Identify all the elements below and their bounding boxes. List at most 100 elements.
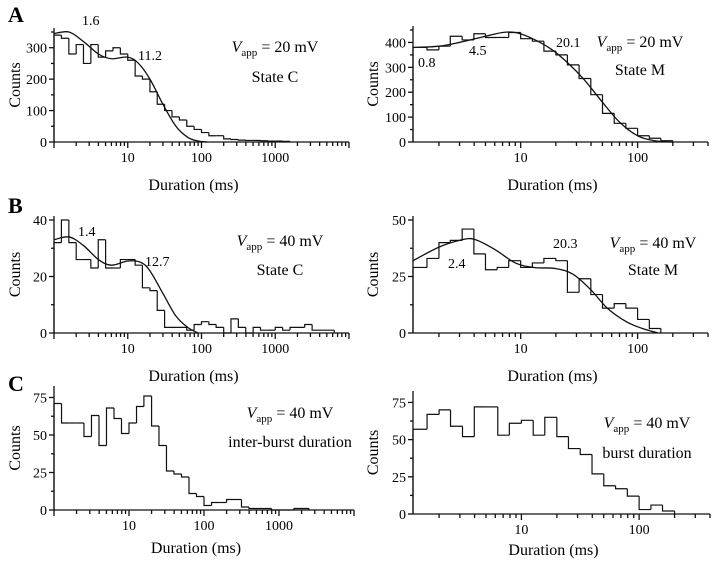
- fit-curve: [53, 31, 208, 143]
- histogram-bin: [648, 135, 661, 139]
- histogram-bin: [203, 496, 212, 507]
- histogram-bin: [200, 129, 209, 134]
- y-axis-label: Counts: [7, 425, 24, 470]
- y-tick-label: 75: [33, 392, 47, 407]
- peak-annotation: 20.1: [556, 36, 581, 51]
- y-tick-label: 50: [392, 434, 406, 449]
- histogram-bin: [119, 47, 128, 55]
- histogram-bin: [259, 327, 268, 331]
- histogram-bin: [461, 228, 474, 241]
- state-label: burst duration: [602, 445, 691, 462]
- y-tick-label: 0: [399, 508, 406, 523]
- histogram: [412, 406, 676, 514]
- histogram-bin: [304, 323, 313, 328]
- histogram-bin: [150, 396, 159, 427]
- histogram-bin: [143, 395, 152, 407]
- histogram-bin: [141, 265, 150, 289]
- histogram-bin: [215, 324, 224, 328]
- histogram-bin: [193, 126, 202, 131]
- histogram-bin: [311, 324, 335, 331]
- peak-annotation: 2.4: [448, 257, 466, 272]
- peak-annotation: 0.8: [418, 56, 436, 71]
- x-tick-label: 10: [121, 342, 135, 357]
- histogram-bin: [508, 260, 521, 268]
- chart-a-right: 0 100 200 300 400 10 100 Duration (ms) Counts 0.8…: [365, 26, 709, 194]
- histogram: [53, 395, 310, 511]
- histogram-bin: [591, 454, 604, 475]
- y-tick-label: 0: [399, 136, 406, 151]
- histogram-bin: [248, 507, 257, 510]
- histogram-bin: [60, 219, 69, 243]
- histogram-bin: [508, 422, 522, 436]
- histogram-bin: [68, 38, 77, 55]
- histogram-bin: [208, 132, 217, 137]
- histogram-bin: [601, 94, 615, 114]
- histogram-bin: [90, 414, 99, 437]
- x-axis-label: Duration (ms): [507, 177, 597, 194]
- histogram-bin: [473, 229, 486, 255]
- y-tick-label: 100: [26, 105, 47, 120]
- histogram-bin: [438, 242, 451, 259]
- histogram-bin: [412, 266, 427, 333]
- x-tick-label: 100: [627, 151, 648, 166]
- condition-subscript: app: [606, 42, 622, 54]
- histogram-bin: [83, 423, 92, 438]
- x-tick-label: 100: [627, 342, 648, 357]
- condition-subscript: app: [619, 243, 635, 255]
- condition-subscript: app: [256, 413, 272, 425]
- histogram-bin: [186, 120, 195, 127]
- histogram-bin: [625, 303, 638, 309]
- histogram-bin: [128, 422, 137, 434]
- histogram-bin: [225, 498, 234, 503]
- y-tick-label: 400: [385, 36, 406, 51]
- condition-variable: V: [604, 415, 616, 432]
- histogram-bin: [90, 43, 99, 64]
- histogram-bin: [134, 60, 143, 77]
- x-tick-label: 100: [194, 519, 215, 534]
- condition-value: = 20 mV: [622, 34, 683, 51]
- peak-annotation: 4.5: [469, 44, 487, 59]
- histogram-bin: [178, 116, 187, 121]
- histogram-bin: [531, 38, 544, 42]
- x-tick-label: 1000: [261, 151, 289, 166]
- histogram-bin: [188, 477, 197, 495]
- histogram-bin: [210, 501, 219, 506]
- histogram-bin: [473, 406, 486, 437]
- histogram-bin: [112, 47, 121, 51]
- histogram-bin: [53, 34, 62, 142]
- histogram-bin: [223, 327, 231, 334]
- histogram-bin: [531, 262, 544, 268]
- histogram: [53, 219, 335, 334]
- histogram-bin: [180, 474, 190, 478]
- x-tick-label: 10: [514, 151, 528, 166]
- histogram-bin: [270, 508, 279, 511]
- histogram-bin: [165, 445, 174, 472]
- histogram-bin: [68, 220, 77, 244]
- histogram-bin: [105, 407, 115, 446]
- histogram-bin: [98, 415, 107, 447]
- condition-label: Vapp = 40 mV: [237, 233, 324, 253]
- histogram-bin: [158, 426, 167, 447]
- histogram-bin: [590, 278, 603, 296]
- condition-label: Vapp = 20 mV: [232, 39, 319, 59]
- y-axis-label: Counts: [365, 252, 382, 297]
- condition-subscript: app: [246, 241, 262, 253]
- x-tick-label: 10: [514, 342, 528, 357]
- histogram-bin: [661, 505, 675, 512]
- histogram: [412, 228, 662, 333]
- histogram-bin: [473, 33, 486, 40]
- state-label: State M: [628, 262, 678, 279]
- histogram-bin: [532, 420, 545, 436]
- histogram-bin: [75, 43, 84, 54]
- histogram-bin: [438, 45, 451, 50]
- histogram-bin: [426, 413, 440, 430]
- y-tick-label: 0: [40, 136, 47, 151]
- histogram-bin: [171, 110, 180, 118]
- peak-annotation: 1.4: [78, 225, 96, 240]
- histogram-bin: [637, 308, 650, 321]
- y-tick-label: 0: [40, 504, 47, 519]
- x-tick-label: 100: [191, 342, 212, 357]
- histogram-bin: [230, 138, 239, 141]
- histogram-bin: [113, 408, 122, 420]
